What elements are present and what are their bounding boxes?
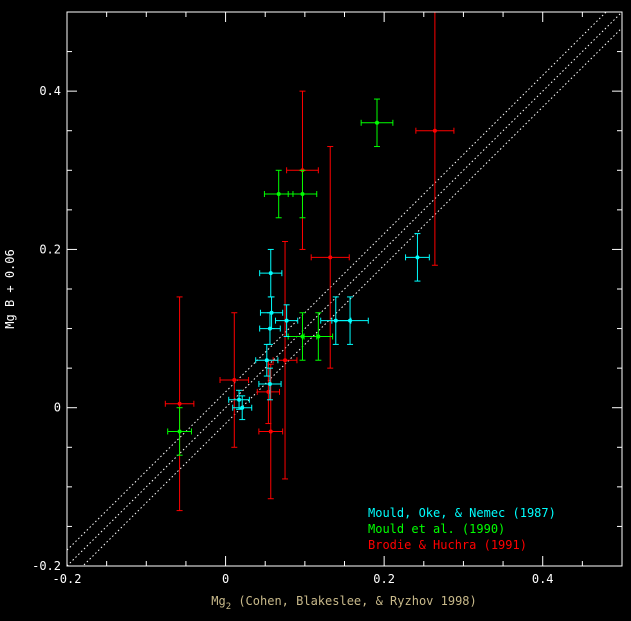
data-marker [177,401,182,406]
legend-entry-0: Mould, Oke, & Nemec (1987) [368,506,556,520]
x-tick-label: 0 [222,572,229,586]
x-tick-label: 0.4 [532,572,554,586]
data-point [415,12,455,266]
data-point [228,389,250,410]
data-marker [348,318,353,323]
data-point [232,395,253,421]
data-point [310,146,350,369]
data-marker [232,378,237,383]
data-marker [268,429,273,434]
data-point [167,407,192,456]
legend-entry-1: Mould et al. (1990) [368,522,505,536]
x-tick-label: 0.2 [373,572,395,586]
data-point [360,98,394,148]
data-marker [177,429,182,434]
data-marker [432,128,437,133]
data-point [331,296,369,345]
y-axis-label: Mg B + 0.06 [3,249,17,328]
y-tick-labels: -0.2 0 0.2 0.4 [32,84,61,573]
data-point [258,363,284,500]
data-marker [276,192,281,197]
data-marker [328,255,333,260]
data-marker [269,310,274,315]
series-0 [228,233,430,421]
data-marker [300,192,305,197]
data-point [219,312,250,448]
legend-entry-2: Brodie & Huchra (1991) [368,538,527,552]
x-tick-label: -0.2 [53,572,82,586]
data-marker [267,381,272,386]
legend: Mould, Oke, & Nemec (1987) Mould et al. (… [368,506,556,552]
x-tick-labels: -0.2 0 0.2 0.4 [53,572,554,586]
y-tick-label: 0.4 [39,84,61,98]
data-marker [284,318,289,323]
series-1 [167,98,394,456]
y-tick-label: 0.2 [39,242,61,256]
reference-line-0 [67,12,622,566]
data-point [303,312,334,361]
data-marker [300,334,305,339]
data-marker [266,389,271,394]
data-marker [264,358,269,363]
data-point [405,233,430,282]
reference-line-2 [82,27,622,566]
data-marker [283,358,288,363]
x-axis-label: Mg2 (Cohen, Blakeslee, & Ryzhov 1998) [211,594,477,612]
data-marker [316,334,321,339]
data-series-layer [164,12,455,512]
axis-ticks [66,11,623,567]
data-marker [375,120,380,125]
y-tick-label: -0.2 [32,559,61,573]
data-point [164,296,195,512]
reference-lines [67,12,622,566]
data-marker [268,271,273,276]
y-tick-label: 0 [54,401,61,415]
reference-line-1 [67,12,607,551]
data-point [287,169,318,219]
data-point [275,304,299,337]
data-marker [240,405,245,410]
data-point [258,367,282,401]
data-marker [237,397,242,402]
data-point [259,248,283,298]
data-marker [415,255,420,260]
